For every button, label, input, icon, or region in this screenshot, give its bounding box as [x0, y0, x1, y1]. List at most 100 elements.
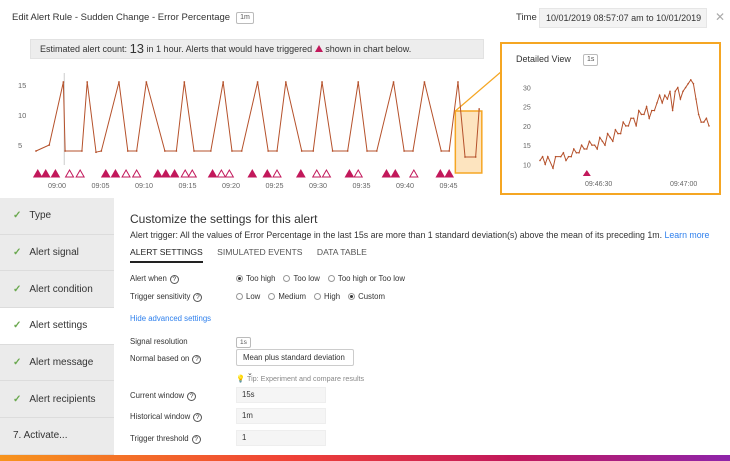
radio-button[interactable]: [327, 275, 335, 282]
sidebar-item-label: Alert message: [29, 357, 94, 369]
alert-marker[interactable]: [295, 168, 306, 178]
alert-marker[interactable]: [152, 168, 163, 178]
help-icon[interactable]: ?: [191, 435, 201, 444]
radio-option[interactable]: Too high or Too low: [327, 274, 405, 283]
sidebar-item[interactable]: ✓ Alert settings: [0, 308, 114, 345]
alert-marker[interactable]: [121, 168, 131, 178]
alert-marker[interactable]: [187, 168, 198, 178]
data-point: [118, 81, 120, 83]
alert-marker[interactable]: [582, 170, 591, 176]
data-point: [222, 81, 225, 83]
data-point: [48, 144, 51, 146]
chevron-down-icon: ⌄: [247, 370, 253, 377]
sidebar-item[interactable]: ✓ Alert recipients: [0, 381, 114, 419]
alert-marker[interactable]: [110, 168, 121, 178]
radio-option[interactable]: Low: [236, 292, 260, 301]
alert-marker[interactable]: [64, 168, 75, 178]
alert-marker[interactable]: [169, 168, 180, 178]
data-point: [708, 125, 710, 127]
alert-marker[interactable]: [160, 168, 171, 178]
data-point: [630, 117, 632, 120]
radio-option[interactable]: Custom: [348, 292, 385, 301]
main-chart[interactable]: 5 10 15 09:00 09:05 09:10 09:15 09:20 09:25 09:30…: [18, 65, 508, 195]
alert-marker[interactable]: [444, 168, 455, 178]
data-point: [638, 109, 640, 112]
tab-alert-settings[interactable]: ALERT SETTINGS: [130, 247, 203, 263]
tab-simulated-events[interactable]: SIMULATED EVENTS: [217, 247, 303, 257]
settings-tabs: ALERT SETTINGS SIMULATED EVENTS DATA TAB…: [130, 247, 379, 263]
data-point: [100, 150, 103, 152]
trigger-threshold-label: Trigger threshold?: [130, 434, 201, 444]
estimate-middle: in 1 hour. Alerts that would have trigge…: [146, 44, 313, 54]
alert-marker[interactable]: [390, 168, 401, 178]
sidebar-item[interactable]: 7. Activate...: [0, 418, 114, 455]
close-icon[interactable]: ✕: [715, 10, 726, 24]
zoom-highlight[interactable]: [454, 110, 483, 174]
x-tick-label: 09:46:30: [585, 181, 612, 188]
detailed-view-panel: Detailed View 1s 10 15 20 25 30 09:46:30 09:47…: [500, 42, 721, 195]
alert-marker[interactable]: [353, 168, 364, 178]
data-point: [684, 86, 687, 89]
data-point: [448, 150, 451, 152]
data-point: [163, 150, 166, 152]
learn-more-link[interactable]: Learn more: [664, 230, 710, 240]
alert-marker[interactable]: [247, 168, 258, 178]
alert-marker[interactable]: [32, 168, 43, 178]
help-icon[interactable]: ?: [193, 413, 203, 422]
help-icon[interactable]: ?: [193, 293, 203, 302]
historical-window-input[interactable]: 1m: [236, 408, 326, 424]
help-icon[interactable]: ?: [187, 392, 197, 401]
alert-marker[interactable]: [321, 168, 332, 178]
alert-marker[interactable]: [40, 168, 51, 178]
alert-marker[interactable]: [224, 168, 235, 178]
radio-button[interactable]: [348, 293, 356, 300]
alert-marker[interactable]: [207, 168, 218, 178]
data-point: [609, 136, 611, 139]
alert-marker[interactable]: [216, 168, 227, 178]
normal-based-on-label: Normal based on?: [130, 354, 202, 364]
radio-option[interactable]: High: [314, 292, 340, 301]
alert-marker[interactable]: [75, 168, 86, 178]
time-label: Time: [516, 12, 537, 23]
sidebar-item-label: Alert condition: [29, 283, 93, 295]
sidebar-item[interactable]: ✓ Type: [0, 198, 114, 235]
help-icon[interactable]: ?: [169, 275, 179, 284]
current-window-input[interactable]: 15s: [236, 387, 326, 403]
radio-button[interactable]: [314, 293, 322, 300]
alert-marker[interactable]: [50, 168, 61, 178]
help-icon[interactable]: ?: [192, 355, 202, 364]
data-point: [679, 98, 682, 100]
radio-option[interactable]: Too high: [236, 274, 275, 283]
data-point: [375, 150, 378, 152]
alert-marker[interactable]: [180, 168, 191, 178]
alert-marker[interactable]: [131, 168, 142, 178]
alert-marker[interactable]: [311, 168, 322, 178]
trigger-threshold-input[interactable]: 1: [236, 430, 326, 446]
normal-based-on-select[interactable]: Mean plus standard deviation ⌄: [236, 349, 354, 377]
y-tick-label: 30: [523, 86, 531, 93]
hide-advanced-link[interactable]: Hide advanced settings: [130, 314, 212, 323]
radio-option[interactable]: Medium: [268, 292, 306, 301]
sidebar-item[interactable]: ✓ Alert signal: [0, 234, 114, 272]
alert-marker[interactable]: [262, 168, 273, 178]
alert-marker[interactable]: [435, 168, 446, 178]
radio-button[interactable]: [236, 275, 243, 282]
alert-marker[interactable]: [408, 168, 419, 178]
tab-data-table[interactable]: DATA TABLE: [316, 247, 367, 257]
radio-button[interactable]: [236, 293, 243, 300]
radio-button[interactable]: [268, 293, 276, 300]
check-icon: ✓: [13, 320, 22, 332]
time-range-input[interactable]: 10/01/2019 08:57:07 am to 10/01/2019: [539, 8, 707, 28]
detail-chart[interactable]: 10 15 20 25 30 09:46:30 09:47:00: [502, 44, 719, 193]
alert-marker[interactable]: [344, 168, 355, 178]
radio-option[interactable]: Too low: [283, 274, 320, 283]
alert-marker[interactable]: [272, 168, 282, 178]
radio-button[interactable]: [283, 275, 291, 282]
sensitivity-label: Trigger sensitivity?: [130, 292, 203, 302]
alert-marker[interactable]: [100, 168, 111, 178]
x-tick-label: 09:47:00: [670, 181, 697, 188]
alert-marker[interactable]: [381, 168, 392, 178]
data-point: [423, 81, 426, 83]
sidebar-item[interactable]: ✓ Alert message: [0, 344, 114, 382]
sidebar-item[interactable]: ✓ Alert condition: [0, 271, 114, 309]
